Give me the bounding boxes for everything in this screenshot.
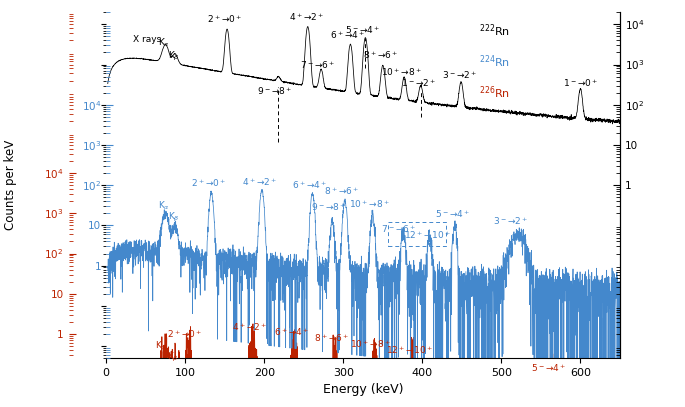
X-axis label: Energy (keV): Energy (keV) xyxy=(323,383,403,396)
Text: 2$^+$$\!\to\!$0$^+$: 2$^+$$\!\to\!$0$^+$ xyxy=(167,328,203,340)
Text: 9$^-$$\!\to\!$8$^+$: 9$^-$$\!\to\!$8$^+$ xyxy=(257,85,292,97)
Text: 5$^-$$\!\to\!$4$^+$: 5$^-$$\!\to\!$4$^+$ xyxy=(531,363,566,374)
Text: 8$^+$$\!\to\!$6$^+$: 8$^+$$\!\to\!$6$^+$ xyxy=(364,50,399,61)
Text: 7$^-$$\!\to\!$6$^+$: 7$^-$$\!\to\!$6$^+$ xyxy=(381,224,416,235)
Text: K$_\alpha$: K$_\alpha$ xyxy=(158,199,170,212)
Text: 5$^-$$\!\to\!$4$^+$: 5$^-$$\!\to\!$4$^+$ xyxy=(345,25,381,36)
Text: 10$^+$$\!\to\!$8$^+$: 10$^+$$\!\to\!$8$^+$ xyxy=(350,338,392,350)
Text: 3$^-$$\!\to\!$2$^+$: 3$^-$$\!\to\!$2$^+$ xyxy=(442,70,477,81)
Text: 1$^-$$\!\to\!$0$^+$: 1$^-$$\!\to\!$0$^+$ xyxy=(562,78,598,90)
Text: 2$^+$$\!\to\!$0$^+$: 2$^+$$\!\to\!$0$^+$ xyxy=(207,13,242,25)
Text: 8$^+$$\!\to\!$6$^+$: 8$^+$$\!\to\!$6$^+$ xyxy=(314,333,349,344)
Text: 8$^+$$\!\to\!$6$^+$: 8$^+$$\!\to\!$6$^+$ xyxy=(324,186,360,197)
Text: $^{224}$Rn: $^{224}$Rn xyxy=(479,54,510,70)
Text: 7$^-$$\!\to\!$6$^+$: 7$^-$$\!\to\!$6$^+$ xyxy=(300,59,336,71)
Text: K$_\beta$: K$_\beta$ xyxy=(169,50,180,63)
Text: 10$^+$$\!\to\!$8$^+$: 10$^+$$\!\to\!$8$^+$ xyxy=(349,198,390,210)
Text: 6$^+$$\!\to\!$4$^+$: 6$^+$$\!\to\!$4$^+$ xyxy=(330,30,366,41)
Text: 1$^-$$\!\to\!$2$^+$: 1$^-$$\!\to\!$2$^+$ xyxy=(401,77,437,89)
Text: 10$^+$$\!\to\!$8$^+$: 10$^+$$\!\to\!$8$^+$ xyxy=(381,67,423,79)
Text: 3$^-$$\!\to\!$2$^+$: 3$^-$$\!\to\!$2$^+$ xyxy=(493,216,529,227)
Text: K$_\alpha$: K$_\alpha$ xyxy=(155,340,166,352)
Text: 4$^+$$\!\to\!$2$^+$: 4$^+$$\!\to\!$2$^+$ xyxy=(232,322,268,333)
Text: 6$^+$$\!\to\!$4$^+$: 6$^+$$\!\to\!$4$^+$ xyxy=(292,180,328,191)
Text: 12$^+$$\!\to\!$10$^+$: 12$^+$$\!\to\!$10$^+$ xyxy=(386,344,433,356)
Text: $^{222}$Rn: $^{222}$Rn xyxy=(479,23,510,39)
Text: 4$^+$$\!\to\!$2$^+$: 4$^+$$\!\to\!$2$^+$ xyxy=(242,176,277,188)
Text: K$_\beta$: K$_\beta$ xyxy=(169,211,180,224)
Text: X rays: X rays xyxy=(133,35,162,44)
Text: Counts per keV: Counts per keV xyxy=(4,140,16,230)
Text: K$_\beta$: K$_\beta$ xyxy=(166,351,179,364)
Text: K$_\alpha$: K$_\alpha$ xyxy=(158,37,170,49)
Text: 2$^+$$\!\to\!$0$^+$: 2$^+$$\!\to\!$0$^+$ xyxy=(191,177,227,189)
Text: 5$^-$$\!\to\!$4$^+$: 5$^-$$\!\to\!$4$^+$ xyxy=(434,208,470,219)
Text: 9$^-$$\!\to\!$8$^+$: 9$^-$$\!\to\!$8$^+$ xyxy=(311,201,347,213)
Text: 12$^+$$\!\to\!$10$^+$: 12$^+$$\!\to\!$10$^+$ xyxy=(403,229,451,241)
Text: 4$^+$$\!\to\!$2$^+$: 4$^+$$\!\to\!$2$^+$ xyxy=(289,11,325,23)
Text: 6$^+$$\!\to\!$4$^+$: 6$^+$$\!\to\!$4$^+$ xyxy=(274,326,310,338)
Text: $^{226}$Rn: $^{226}$Rn xyxy=(479,85,510,101)
